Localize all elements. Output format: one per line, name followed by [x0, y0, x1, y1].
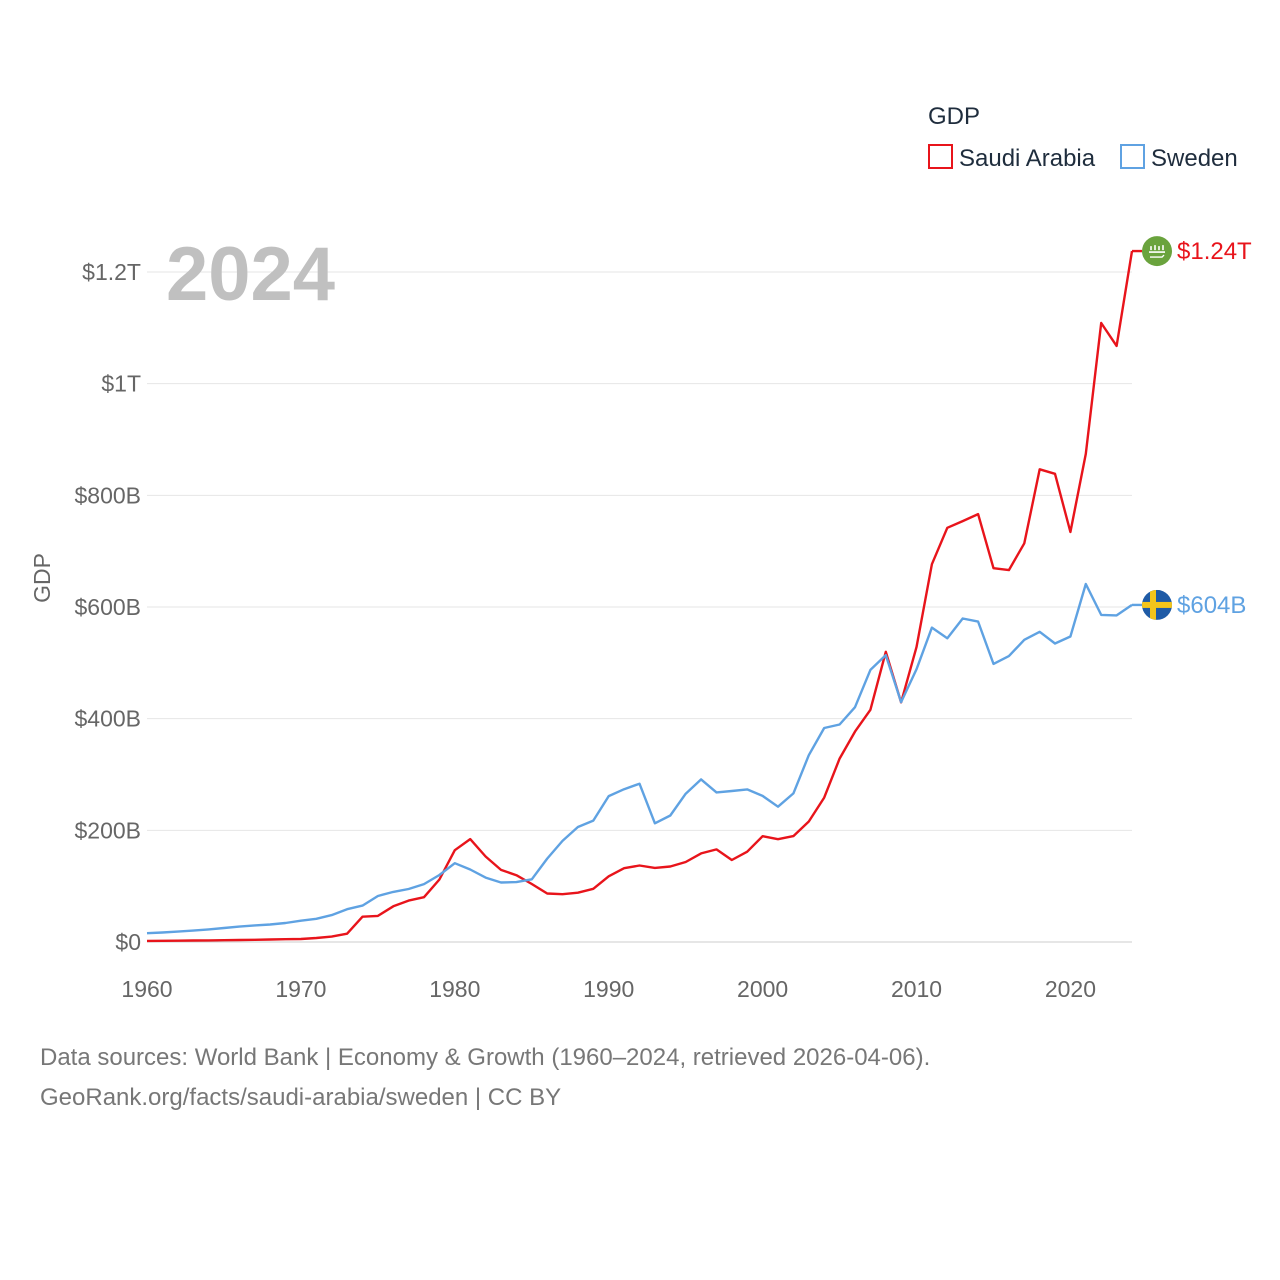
x-tick-label: 1970 [275, 976, 326, 1002]
legend-swatch-saudi-arabia [928, 144, 953, 169]
series-line-sweden [146, 582, 1133, 935]
end-value-label-saudi-arabia: $1.24T [1177, 238, 1252, 265]
y-tick-label: $200B [74, 817, 141, 843]
x-tick-label: 1980 [429, 976, 480, 1002]
series-end-labels: $1.24T $604B [1132, 236, 1252, 620]
y-tick-label: $1.2T [82, 259, 141, 285]
x-axis: 1960 1970 1980 1990 2000 2010 2020 [121, 976, 1096, 1002]
y-axis-label: GDP [29, 553, 55, 603]
x-tick-label: 1960 [121, 976, 172, 1002]
end-value-label-sweden: $604B [1177, 592, 1246, 619]
y-tick-label: $0 [115, 929, 141, 955]
x-tick-label: 1990 [583, 976, 634, 1002]
grid-lines [147, 271, 1132, 943]
y-tick-label: $600B [74, 594, 141, 620]
saudi-arabia-flag-icon [1142, 236, 1172, 267]
legend-item-saudi-arabia[interactable]: Saudi Arabia [928, 144, 1096, 172]
legend-label-sweden: Sweden [1151, 145, 1238, 172]
x-tick-label: 2020 [1045, 976, 1096, 1002]
y-axis: $0 $200B $400B $600B $800B $1T $1.2T [74, 259, 141, 955]
y-tick-label: $800B [74, 482, 141, 508]
legend: GDP Saudi Arabia Sweden [928, 103, 1238, 172]
series-lines [146, 250, 1134, 943]
x-tick-label: 2010 [891, 976, 942, 1002]
sweden-flag-icon [1142, 589, 1172, 620]
legend-title: GDP [928, 103, 980, 130]
legend-label-saudi-arabia: Saudi Arabia [959, 145, 1096, 172]
x-tick-label: 2000 [737, 976, 788, 1002]
footer-url: GeoRank.org/facts/saudi-arabia/sweden | … [40, 1084, 562, 1111]
series-line-saudi-arabia [146, 250, 1134, 943]
legend-item-sweden[interactable]: Sweden [1120, 144, 1238, 172]
legend-swatch-sweden [1120, 144, 1145, 169]
year-label: 2024 [166, 232, 335, 317]
footer-sources: Data sources: World Bank | Economy & Gro… [40, 1044, 931, 1071]
y-tick-label: $1T [101, 371, 141, 397]
y-tick-label: $400B [74, 706, 141, 732]
